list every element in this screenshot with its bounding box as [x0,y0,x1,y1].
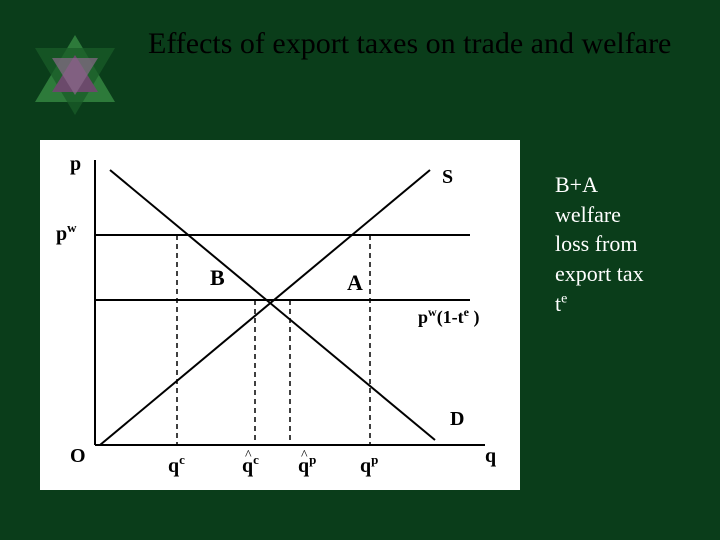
decorative-bullet-icon [30,30,120,120]
export-tax-diagram: p S D O q pw pw(1-te ) B A qc ^ qc ^ qp … [40,140,520,490]
label-qc: qc [168,452,185,477]
side-line4: export tax [555,259,705,289]
side-line2: welfare [555,200,705,230]
label-S: S [442,166,453,188]
label-D: D [450,408,464,430]
label-B: B [210,265,225,290]
label-qhat-p: qp [298,452,316,477]
chart-svg: p S D O q pw pw(1-te ) B A qc ^ qc ^ qp … [40,140,520,490]
label-p: p [70,153,81,175]
label-qp: qp [360,452,378,477]
triangle-icon-svg [30,30,120,120]
side-line3: loss from [555,229,705,259]
demand-line [110,170,435,440]
label-pwt: pw(1-te ) [418,305,480,328]
label-qhat-c: qc [242,452,259,477]
label-q: q [485,445,496,467]
side-t-sup: e [561,291,567,306]
supply-line [100,170,430,445]
side-line1: B+A [555,170,705,200]
slide-title: Effects of export taxes on trade and wel… [148,25,678,63]
label-O: O [70,445,86,467]
label-pw: pw [56,220,77,245]
label-A: A [347,270,363,295]
side-annotation: B+A welfare loss from export tax te [555,170,705,318]
side-line5: te [555,289,705,319]
